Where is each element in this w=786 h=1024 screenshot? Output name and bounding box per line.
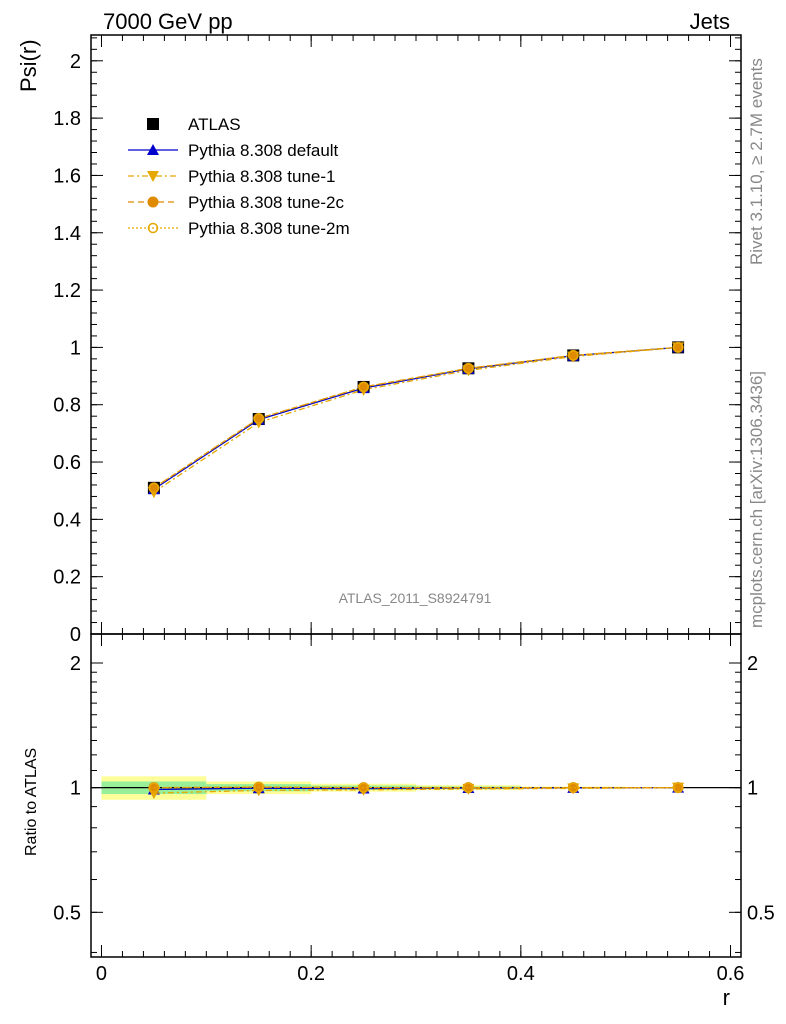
ratio-ylabel: Ratio to ATLAS xyxy=(23,748,40,856)
ratio-point xyxy=(463,782,474,793)
x-tick-label: 0.6 xyxy=(717,963,745,985)
rivet-label: Rivet 3.1.10, ≥ 2.7M events xyxy=(747,58,766,265)
y-tick-label: 1.6 xyxy=(53,165,81,187)
mc-point xyxy=(672,342,684,353)
series-line xyxy=(153,346,679,490)
legend-marker xyxy=(147,222,159,234)
y-tick-label: 1.4 xyxy=(53,223,81,245)
ratio-series-line xyxy=(153,786,679,789)
mc-point xyxy=(253,412,265,424)
main-ylabel: Psi(r) xyxy=(16,39,41,92)
y-tick-label: 0.8 xyxy=(53,395,81,417)
ratio-panel: 0 0.2 0.4 0.6 0.5 0.5 1 1 2 2 xyxy=(53,633,775,985)
series-line xyxy=(153,346,679,493)
x-tick-label: 0 xyxy=(96,963,107,985)
mc-point xyxy=(462,362,474,374)
mc-point xyxy=(358,381,369,393)
mc-point xyxy=(568,350,579,361)
mc-point xyxy=(148,482,160,494)
ratio-point xyxy=(462,782,474,794)
ratio-point xyxy=(253,781,264,793)
ratio-y-tick-label-right: 0.5 xyxy=(747,902,775,924)
mcplots-label: mcplots.cern.ch [arXiv:1306.3436] xyxy=(747,371,766,628)
mc-point xyxy=(567,349,579,361)
header-right: Jets xyxy=(690,9,730,34)
mc-point xyxy=(148,482,160,494)
y-tick-label: 0.4 xyxy=(53,509,81,531)
y-tick-label: 0 xyxy=(70,624,81,646)
series-line xyxy=(153,346,679,489)
legend: ATLAS Pythia 8.308 default Pythia 8.308 tu… xyxy=(128,115,350,238)
ratio-y-tick-label: 1 xyxy=(70,778,81,800)
legend-label: Pythia 8.308 tune-2c xyxy=(188,193,344,212)
header-left: 7000 GeV pp xyxy=(103,9,233,34)
ratio-point xyxy=(567,782,579,794)
mc-point xyxy=(672,341,684,353)
legend-marker xyxy=(147,196,159,208)
y-tick-label: 1 xyxy=(70,337,81,359)
legend-marker xyxy=(147,171,159,182)
legend-marker xyxy=(147,144,159,155)
legend-label: Pythia 8.308 default xyxy=(188,141,339,160)
legend-label: Pythia 8.308 tune-2m xyxy=(188,219,350,238)
y-tick-label: 0.2 xyxy=(53,567,81,589)
watermark: ATLAS_2011_S8924791 xyxy=(339,590,492,606)
main-panel: 0 0.2 0.4 0.6 0.8 1 1.2 1.4 1.6 1.8 2 xyxy=(53,34,742,646)
ratio-point xyxy=(672,782,684,793)
ratio-y-tick-label-right: 2 xyxy=(747,653,758,675)
legend-label: Pythia 8.308 tune-1 xyxy=(188,167,335,186)
mc-point xyxy=(463,363,474,374)
ratio-point xyxy=(148,782,160,793)
ratio-y-tick-label-right: 1 xyxy=(747,778,758,800)
y-tick-label: 0.6 xyxy=(53,452,81,474)
x-axis-label: r xyxy=(723,985,730,1010)
ratio-series-line xyxy=(153,786,679,789)
series-line xyxy=(153,346,679,489)
x-tick-label: 0.2 xyxy=(297,963,325,985)
mc-point xyxy=(358,381,370,393)
y-tick-label: 1.2 xyxy=(53,280,81,302)
legend-marker xyxy=(147,118,159,130)
x-tick-label: 0.4 xyxy=(507,963,535,985)
ratio-y-tick-label: 0.5 xyxy=(53,902,81,924)
y-tick-label: 1.8 xyxy=(53,108,81,130)
ratio-point xyxy=(358,782,369,793)
ratio-y-tick-label: 2 xyxy=(70,653,81,675)
legend-label: ATLAS xyxy=(188,115,241,134)
y-tick-label: 2 xyxy=(70,51,81,73)
ratio-point xyxy=(568,782,579,793)
mc-point xyxy=(253,413,264,424)
